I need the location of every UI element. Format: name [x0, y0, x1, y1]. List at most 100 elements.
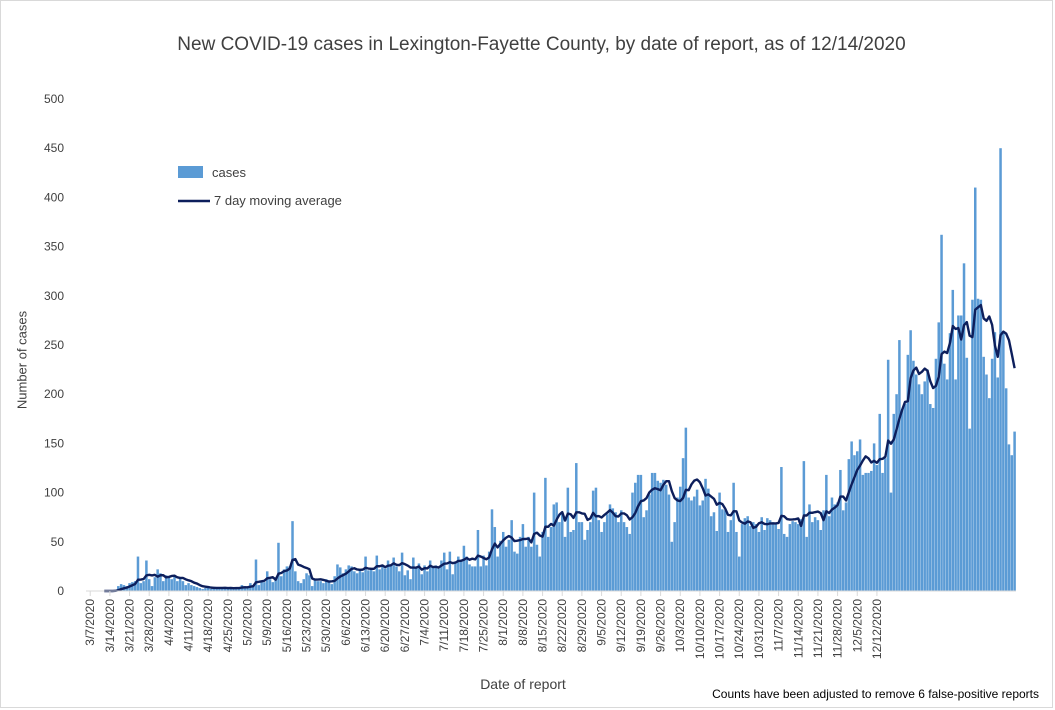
case-bar — [664, 484, 668, 591]
case-bar — [951, 289, 955, 591]
case-bar — [740, 524, 744, 591]
y-tick-label: 50 — [51, 535, 65, 549]
case-bar — [662, 479, 665, 591]
case-bar — [1002, 332, 1005, 591]
case-bar — [906, 354, 910, 591]
case-bar — [437, 568, 440, 591]
case-bar — [929, 404, 932, 591]
case-bar — [746, 516, 749, 591]
y-tick-label: 450 — [44, 141, 64, 155]
case-bar — [768, 520, 772, 591]
case-bar — [858, 439, 862, 591]
case-bar — [976, 298, 980, 591]
case-bar — [274, 577, 277, 591]
case-bar — [218, 588, 221, 591]
y-tick-label: 0 — [57, 584, 64, 598]
case-bar — [459, 559, 463, 591]
case-bar — [962, 263, 966, 591]
x-tick-label: 6/20/2020 — [378, 599, 392, 653]
case-bar — [650, 472, 654, 591]
case-bar — [204, 588, 207, 591]
case-bar — [518, 536, 522, 591]
case-bar — [406, 570, 409, 591]
case-bar — [940, 234, 943, 592]
case-bar — [299, 583, 303, 591]
x-tick-label: 5/2/2020 — [241, 599, 255, 646]
x-tick-label: 8/15/2020 — [536, 599, 550, 653]
case-bar — [341, 573, 345, 591]
case-bar — [678, 486, 682, 591]
case-bar — [915, 374, 918, 591]
case-bar — [681, 458, 685, 591]
case-bar — [195, 587, 199, 591]
case-bar — [153, 577, 157, 591]
legend: cases 7 day moving average — [178, 165, 342, 208]
case-bar — [339, 567, 342, 591]
x-tick-label: 10/31/2020 — [752, 599, 766, 659]
case-bar — [454, 561, 457, 591]
case-bar — [763, 529, 766, 591]
case-bar — [156, 569, 159, 591]
case-bar — [302, 579, 305, 591]
case-bar — [920, 394, 924, 591]
y-tick-label: 200 — [44, 387, 64, 401]
legend-label-moving-average: 7 day moving average — [214, 193, 342, 208]
case-bar — [819, 529, 822, 591]
case-bar — [690, 500, 693, 591]
x-tick-label: 10/10/2020 — [693, 599, 707, 659]
case-bar — [414, 567, 418, 591]
case-bar — [501, 531, 505, 591]
case-bar — [850, 441, 853, 591]
case-bar — [383, 568, 387, 591]
case-bar — [878, 413, 881, 591]
x-tick-label: 3/7/2020 — [83, 599, 97, 646]
x-tick-label: 4/11/2020 — [182, 599, 196, 652]
case-bar — [903, 404, 907, 591]
case-bar — [560, 514, 564, 591]
case-bar — [330, 584, 334, 591]
case-bar — [822, 510, 825, 591]
x-tick-label: 9/19/2020 — [634, 599, 648, 653]
case-bar — [350, 566, 353, 591]
case-bar — [996, 377, 999, 591]
case-bar — [457, 556, 460, 591]
case-bar — [797, 524, 800, 591]
y-tick-label: 100 — [44, 486, 64, 500]
case-bar — [150, 586, 154, 591]
case-bar — [625, 527, 629, 591]
x-tick-label: 10/24/2020 — [732, 599, 746, 659]
case-bar — [223, 587, 227, 591]
case-bar — [965, 357, 969, 591]
case-bar — [417, 563, 421, 591]
case-bar — [555, 502, 558, 591]
case-bar — [431, 567, 435, 591]
case-bar — [471, 566, 474, 591]
case-bar — [507, 539, 511, 591]
case-bar — [780, 467, 783, 591]
case-bar — [310, 586, 314, 591]
case-bar — [982, 356, 985, 591]
case-bar — [133, 581, 137, 591]
case-bar — [861, 474, 865, 591]
x-tick-label: 11/14/2020 — [791, 599, 805, 658]
case-bar — [409, 579, 412, 591]
case-bar — [476, 529, 480, 591]
case-bar — [479, 566, 483, 591]
case-bar — [504, 546, 508, 591]
case-bar — [254, 559, 258, 591]
x-tick-label: 6/27/2020 — [398, 599, 412, 653]
case-bar — [856, 451, 859, 591]
case-bar — [743, 518, 747, 591]
y-tick-label: 300 — [44, 289, 64, 303]
case-bar — [386, 560, 390, 591]
case-bar — [943, 363, 946, 591]
case-bar — [912, 360, 915, 591]
case-bar — [867, 472, 870, 591]
case-bar — [735, 531, 738, 591]
moving-average-line — [104, 303, 1016, 593]
x-tick-label: 7/11/2020 — [437, 599, 451, 652]
case-bar — [313, 579, 317, 591]
case-bar — [184, 585, 187, 591]
case-bar — [659, 482, 662, 591]
